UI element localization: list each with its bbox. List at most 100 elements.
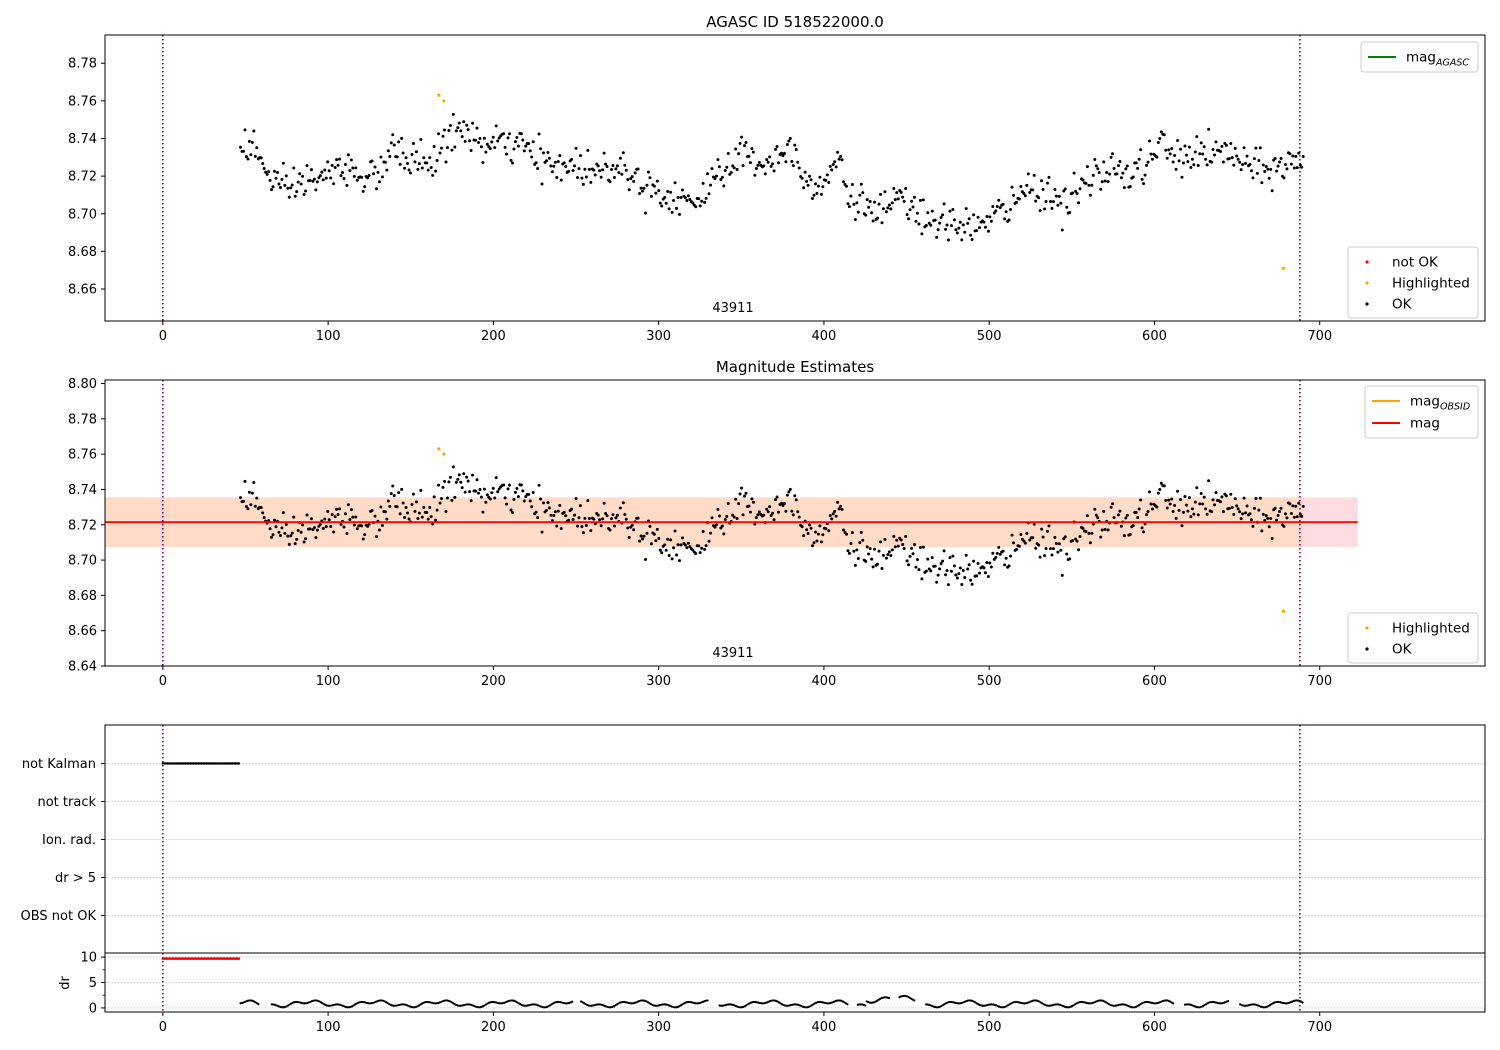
estimate-point-135	[438, 501, 442, 505]
estimate-point-679	[1242, 496, 1246, 500]
ok-point-471	[935, 235, 939, 239]
ok-point-718	[1300, 165, 1304, 169]
estimate-point-326	[720, 524, 724, 528]
ok-point-169	[488, 147, 492, 151]
estimate-point-247	[604, 511, 608, 515]
estimate-point-416	[853, 563, 857, 567]
ok-point-78	[354, 166, 358, 170]
estimate-point-363	[775, 495, 779, 499]
estimate-point-234	[584, 524, 588, 528]
ok-point-403	[834, 165, 838, 169]
estimate-point-198	[531, 490, 535, 494]
ok-point-545	[1044, 199, 1048, 203]
ok-point-373	[790, 160, 794, 164]
estimate-point-566	[1075, 539, 1079, 543]
estimate-point-626	[1164, 499, 1168, 503]
ok-point-311	[698, 204, 702, 208]
estimate-point-138	[442, 479, 446, 483]
ok-point-537	[1032, 173, 1036, 177]
ok-point-663	[1218, 150, 1222, 154]
estimate-point-664	[1220, 495, 1224, 499]
ok-point-24	[274, 176, 278, 180]
ok-point-693	[1263, 170, 1267, 174]
ok-point-132	[434, 169, 438, 173]
estimate-point-322	[714, 523, 718, 527]
ok-point-107	[397, 140, 401, 144]
estimate-point-149	[459, 480, 463, 484]
p4-xtick-label-4: 400	[812, 1020, 837, 1035]
estimate-point-47	[308, 527, 312, 531]
ok-point-416	[853, 217, 857, 221]
agasc-magnitude-series	[162, 35, 1305, 321]
ok-point-587	[1106, 180, 1110, 184]
p4-ytick-label-1: 5	[89, 976, 97, 991]
estimate-point-44	[304, 537, 308, 541]
estimate-point-42	[301, 523, 305, 527]
p1-xtick-label-1: 100	[316, 329, 341, 344]
estimate-point-632	[1173, 503, 1177, 507]
ok-point-700	[1273, 157, 1277, 161]
ok-point-144	[451, 112, 455, 116]
ok-point-523	[1012, 193, 1016, 197]
estimate-point-336	[735, 517, 739, 521]
estimate-point-109	[400, 487, 404, 491]
estimate-point-114	[407, 517, 411, 521]
estimate-point-548	[1048, 547, 1052, 551]
estimate-point-224	[570, 507, 574, 511]
ok-point-319	[710, 167, 714, 171]
estimate-point-253	[612, 524, 616, 528]
ok-point-554	[1057, 194, 1061, 198]
estimate-point-660	[1214, 491, 1218, 495]
estimate-point-530	[1022, 539, 1026, 543]
ok-point-520	[1007, 218, 1011, 222]
dr-point-410	[887, 996, 891, 1000]
ok-point-296	[676, 195, 680, 199]
ok-point-73	[346, 153, 350, 157]
ok-point-233	[583, 167, 587, 171]
estimate-point-373	[790, 509, 794, 513]
ok-point-100	[386, 149, 390, 153]
ok-point-251	[609, 168, 613, 172]
estimate-point-606	[1134, 510, 1138, 514]
ok-point-460	[918, 198, 922, 202]
ok-point-127	[426, 168, 430, 172]
ok-point-481	[949, 224, 953, 228]
ok-point-350	[756, 163, 760, 167]
estimate-point-270	[638, 539, 642, 543]
ok-point-707	[1283, 163, 1287, 167]
estimate-point-368	[782, 501, 786, 505]
estimate-point-402	[833, 509, 837, 513]
estimate-point-493	[967, 563, 971, 567]
estimate-point-542	[1040, 527, 1044, 531]
estimate-point-269	[636, 516, 640, 520]
estimate-point-700	[1273, 506, 1277, 510]
estimate-point-16	[262, 516, 266, 520]
ok-point-207	[544, 159, 548, 163]
ok-point-536	[1031, 188, 1035, 192]
estimate-point-48	[309, 517, 313, 521]
estimate-point-645	[1192, 512, 1196, 516]
line-legend: magAGASC	[1360, 41, 1479, 73]
estimate-point-148	[457, 473, 461, 477]
p2-point-legend-marker-0	[1365, 626, 1369, 630]
ok-point-40	[298, 172, 302, 176]
estimate-point-704	[1279, 506, 1283, 510]
ok-point-470	[933, 218, 937, 222]
ok-point-135	[438, 151, 442, 155]
ok-point-247	[604, 162, 608, 166]
ok-point-356	[765, 158, 769, 162]
obsid-label: 43911	[712, 301, 753, 316]
ok-point-273	[642, 186, 646, 190]
estimate-point-681	[1245, 504, 1249, 508]
estimate-point-444	[895, 538, 899, 542]
estimate-point-103	[391, 484, 395, 488]
estimate-point-638	[1181, 510, 1185, 514]
estimate-point-3	[243, 479, 247, 483]
estimate-point-565	[1074, 537, 1078, 541]
estimate-point-448	[901, 542, 905, 546]
estimate-point-67	[338, 507, 342, 511]
ok-point-401	[831, 162, 835, 166]
ok-point-607	[1136, 166, 1140, 170]
estimate-point-14	[259, 506, 263, 510]
estimate-point-244	[599, 524, 603, 528]
